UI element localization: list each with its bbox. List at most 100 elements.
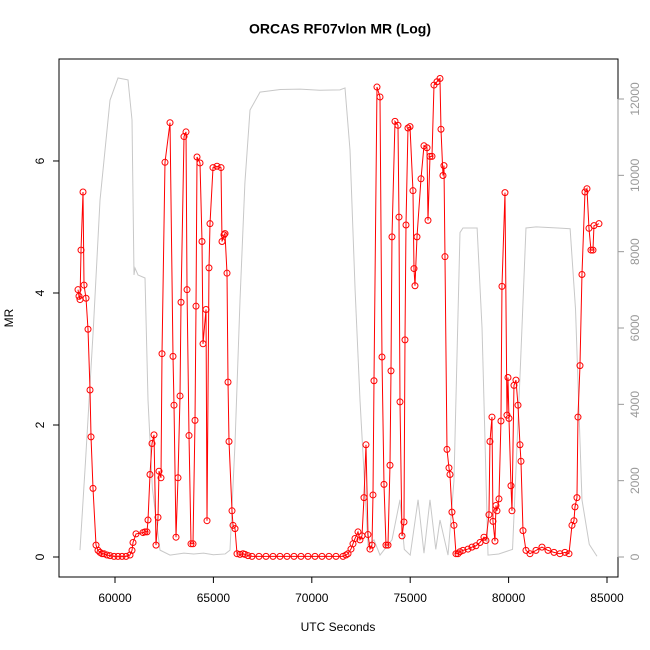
data-point bbox=[454, 550, 462, 558]
data-point bbox=[174, 474, 182, 482]
data-point bbox=[394, 121, 402, 129]
data-point bbox=[255, 552, 263, 560]
data-point bbox=[482, 536, 490, 544]
data-point bbox=[571, 503, 579, 511]
data-point bbox=[157, 474, 165, 482]
data-point bbox=[364, 531, 372, 539]
data-point bbox=[378, 353, 386, 361]
data-point bbox=[206, 220, 214, 228]
data-point bbox=[118, 552, 126, 560]
data-point bbox=[86, 386, 94, 394]
data-point bbox=[128, 546, 136, 554]
x-tick-label: 70000 bbox=[295, 591, 329, 605]
data-point bbox=[169, 352, 177, 360]
data-point bbox=[354, 528, 362, 536]
data-point bbox=[122, 552, 130, 560]
data-point bbox=[504, 373, 512, 381]
data-point bbox=[325, 552, 333, 560]
data-point bbox=[395, 213, 403, 221]
y2-tick-label: 0 bbox=[628, 553, 642, 560]
data-point bbox=[526, 550, 534, 558]
data-point bbox=[437, 125, 445, 133]
x-tick-label: 85000 bbox=[590, 591, 624, 605]
data-point bbox=[220, 231, 228, 239]
data-point bbox=[158, 350, 166, 358]
data-point bbox=[376, 93, 384, 101]
data-point bbox=[384, 541, 392, 549]
data-point bbox=[231, 525, 239, 533]
data-point bbox=[221, 230, 229, 238]
data-point bbox=[202, 305, 210, 313]
data-point bbox=[517, 457, 525, 465]
data-point bbox=[501, 189, 509, 197]
data-point bbox=[192, 302, 200, 310]
data-point bbox=[74, 286, 82, 294]
data-point bbox=[129, 538, 137, 546]
data-point bbox=[332, 552, 340, 560]
data-point bbox=[464, 545, 472, 553]
data-point bbox=[172, 533, 180, 541]
data-point bbox=[369, 491, 377, 499]
x-tick-label: 60000 bbox=[98, 591, 132, 605]
data-point bbox=[132, 530, 140, 538]
data-point bbox=[236, 550, 244, 558]
data-point bbox=[445, 464, 453, 472]
data-point bbox=[519, 527, 527, 535]
y2-tick-label: 6000 bbox=[628, 314, 642, 341]
data-point bbox=[356, 536, 364, 544]
data-point bbox=[402, 221, 410, 229]
data-point bbox=[578, 271, 586, 279]
data-point bbox=[532, 546, 540, 554]
data-point bbox=[176, 392, 184, 400]
data-point bbox=[223, 269, 231, 277]
series-line bbox=[77, 77, 600, 557]
data-point bbox=[283, 552, 291, 560]
data-point bbox=[436, 74, 444, 82]
data-point bbox=[459, 546, 467, 554]
data-point bbox=[424, 216, 432, 224]
data-point bbox=[450, 521, 458, 529]
data-point bbox=[144, 516, 152, 524]
data-point bbox=[576, 362, 584, 370]
data-point bbox=[368, 541, 376, 549]
data-point bbox=[82, 294, 90, 302]
x-tick-label: 80000 bbox=[492, 591, 526, 605]
data-point bbox=[507, 482, 515, 490]
data-point bbox=[568, 521, 576, 529]
data-point bbox=[538, 543, 546, 551]
data-point bbox=[351, 535, 359, 543]
data-point bbox=[148, 439, 156, 447]
data-point bbox=[544, 546, 552, 554]
data-point bbox=[428, 152, 436, 160]
data-point bbox=[486, 437, 494, 445]
data-point bbox=[191, 416, 199, 424]
data-point bbox=[311, 552, 319, 560]
data-point bbox=[152, 541, 160, 549]
data-point bbox=[489, 517, 497, 525]
data-point bbox=[426, 152, 434, 160]
data-point bbox=[205, 264, 213, 272]
data-point bbox=[79, 188, 87, 196]
data-point bbox=[161, 158, 169, 166]
series-line bbox=[79, 77, 598, 557]
y-tick-label: 2 bbox=[33, 421, 47, 428]
data-point bbox=[248, 552, 256, 560]
data-point bbox=[493, 507, 501, 515]
data-point bbox=[155, 467, 163, 475]
data-point bbox=[411, 282, 419, 290]
data-point bbox=[198, 238, 206, 246]
data-point bbox=[512, 376, 520, 384]
data-point bbox=[143, 528, 151, 536]
data-point bbox=[96, 548, 104, 556]
data-point bbox=[126, 551, 134, 559]
data-point bbox=[556, 550, 564, 558]
data-point bbox=[413, 233, 421, 241]
data-point bbox=[180, 133, 188, 141]
data-point bbox=[589, 246, 597, 254]
y2-tick-label: 8000 bbox=[628, 238, 642, 265]
data-point bbox=[398, 532, 406, 540]
data-point bbox=[141, 528, 149, 536]
y-tick-label: 4 bbox=[33, 289, 47, 296]
data-point bbox=[269, 552, 277, 560]
